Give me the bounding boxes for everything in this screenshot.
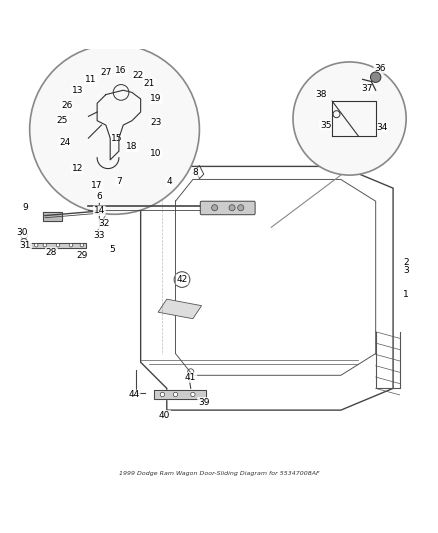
Circle shape	[212, 205, 218, 211]
Text: 12: 12	[72, 164, 83, 173]
Text: 35: 35	[320, 120, 332, 130]
Text: 38: 38	[315, 90, 327, 99]
Text: 31: 31	[20, 241, 31, 250]
Polygon shape	[158, 299, 201, 319]
Text: 44: 44	[128, 390, 140, 399]
Circle shape	[80, 244, 84, 247]
Text: 8: 8	[192, 168, 198, 177]
Text: 42: 42	[177, 275, 187, 284]
Text: 28: 28	[46, 248, 57, 257]
Polygon shape	[30, 243, 86, 248]
Text: 5: 5	[110, 246, 115, 254]
Text: 9: 9	[22, 203, 28, 212]
Circle shape	[30, 45, 199, 214]
Text: 13: 13	[72, 86, 83, 95]
Text: 7: 7	[116, 177, 122, 186]
Text: 4: 4	[166, 177, 172, 186]
Text: 3: 3	[403, 266, 409, 276]
Text: 24: 24	[59, 138, 70, 147]
Text: 16: 16	[115, 66, 127, 75]
Text: 18: 18	[126, 142, 138, 151]
Circle shape	[69, 244, 73, 247]
FancyBboxPatch shape	[200, 201, 255, 215]
Text: 30: 30	[17, 228, 28, 237]
Polygon shape	[154, 390, 206, 399]
Circle shape	[371, 72, 381, 83]
Text: 1999 Dodge Ram Wagon Door-Sliding Diagram for 55347008AF: 1999 Dodge Ram Wagon Door-Sliding Diagra…	[119, 471, 319, 476]
Text: 40: 40	[159, 411, 170, 420]
Text: 22: 22	[133, 70, 144, 79]
Polygon shape	[43, 212, 62, 221]
Text: 11: 11	[85, 75, 96, 84]
Text: 36: 36	[374, 64, 386, 73]
Text: 23: 23	[150, 118, 162, 127]
Text: 17: 17	[92, 181, 103, 190]
Text: 34: 34	[377, 123, 388, 132]
Text: 26: 26	[61, 101, 72, 110]
Circle shape	[238, 205, 244, 211]
Circle shape	[43, 244, 47, 247]
Text: 32: 32	[98, 220, 110, 228]
Circle shape	[229, 205, 235, 211]
Circle shape	[293, 62, 406, 175]
Circle shape	[191, 392, 195, 397]
Text: 33: 33	[94, 231, 105, 240]
Text: 2: 2	[403, 257, 409, 266]
Text: 27: 27	[100, 68, 112, 77]
Circle shape	[56, 244, 60, 247]
Text: 25: 25	[57, 116, 68, 125]
Circle shape	[35, 244, 38, 247]
Text: 15: 15	[111, 134, 123, 143]
Text: 37: 37	[361, 84, 373, 93]
Circle shape	[160, 392, 165, 397]
Text: 19: 19	[150, 94, 162, 103]
Text: 29: 29	[76, 251, 88, 260]
Text: 6: 6	[96, 192, 102, 201]
Text: 10: 10	[150, 149, 162, 158]
Text: 1: 1	[403, 290, 409, 300]
Text: 41: 41	[185, 373, 196, 382]
Text: 21: 21	[144, 79, 155, 88]
Text: 39: 39	[198, 398, 209, 407]
Circle shape	[173, 392, 178, 397]
Text: 14: 14	[94, 206, 105, 215]
